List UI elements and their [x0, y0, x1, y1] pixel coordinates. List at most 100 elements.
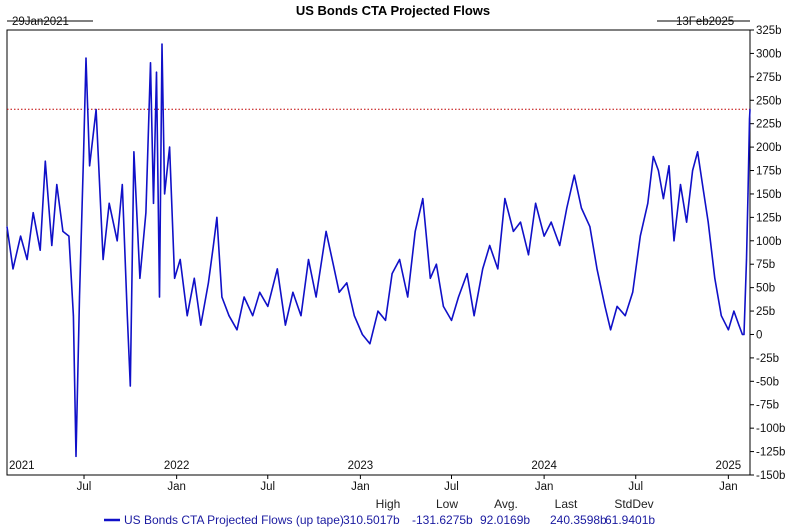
y-tick-label: -125b	[756, 447, 785, 459]
data-point	[212, 244, 214, 247]
data-point	[276, 268, 278, 270]
data-point	[559, 244, 561, 247]
data-point	[733, 310, 735, 312]
data-point	[207, 282, 209, 284]
stat-header-stddev: StdDev	[614, 497, 653, 511]
stat-low: -131.6275b	[412, 513, 473, 527]
data-point	[82, 155, 85, 158]
y-tick-label: -25b	[756, 353, 779, 365]
data-point	[738, 324, 740, 326]
data-point	[89, 165, 91, 167]
x-tick-label: Jan	[535, 481, 554, 493]
data-point	[391, 273, 393, 275]
data-point	[652, 155, 654, 158]
data-point	[62, 230, 64, 232]
year-label: 2023	[348, 460, 374, 472]
data-point	[78, 296, 81, 298]
year-label: 2021	[9, 460, 35, 472]
data-point	[741, 333, 744, 336]
data-point	[632, 291, 634, 293]
data-point	[108, 202, 110, 204]
data-point	[504, 198, 506, 200]
x-tick-label: Jan	[719, 481, 738, 493]
start-date-label: 29Jan2021	[12, 16, 69, 28]
data-point	[75, 455, 77, 457]
data-point	[596, 268, 598, 270]
data-point	[56, 184, 58, 186]
data-point	[155, 71, 158, 73]
data-point	[407, 296, 409, 298]
data-point	[346, 282, 348, 284]
data-point	[26, 258, 28, 261]
y-tick-label: 200b	[756, 142, 782, 154]
data-point	[338, 291, 340, 293]
data-point	[315, 296, 317, 298]
x-axis: Jul Jan Jul Jan Jul Jan Jul Jan 2021 2022 2023 2024…	[9, 460, 741, 493]
data-point	[702, 188, 704, 190]
data-point	[714, 277, 716, 279]
y-tick-label: 150b	[756, 189, 782, 201]
stat-avg: 92.0169b	[480, 513, 530, 527]
y-tick-label: 25b	[756, 306, 775, 318]
data-point	[747, 193, 749, 195]
data-point	[200, 324, 202, 326]
x-tick-label: Jul	[628, 481, 643, 493]
data-point	[573, 174, 575, 176]
year-label: 2022	[164, 460, 190, 472]
data-point	[422, 198, 424, 200]
data-point	[85, 57, 87, 59]
data-point	[236, 329, 238, 331]
data-point	[353, 315, 355, 317]
data-point	[228, 315, 230, 317]
data-point	[133, 151, 135, 153]
stat-header-last: Last	[555, 497, 578, 511]
data-point	[139, 277, 141, 279]
year-label: 2024	[531, 460, 557, 472]
data-point	[149, 62, 152, 64]
data-point	[399, 258, 401, 261]
data-point	[707, 221, 709, 223]
data-point	[145, 212, 147, 214]
stat-header-high: High	[376, 497, 401, 511]
data-point	[679, 184, 682, 186]
y-tick-label: 125b	[756, 212, 782, 224]
x-tick-label: Jul	[444, 481, 459, 493]
data-point	[44, 160, 46, 162]
data-point	[95, 109, 97, 111]
y-tick-label: -150b	[756, 470, 785, 482]
data-point	[307, 258, 310, 261]
series-layer	[6, 43, 751, 458]
end-date-label: 13Feb2025	[676, 16, 734, 28]
data-point	[657, 169, 660, 172]
stat-high: 310.5017b	[343, 513, 400, 527]
data-point	[442, 305, 444, 307]
stat-header-avg: Avg.	[494, 497, 518, 511]
y-tick-label: 50b	[756, 283, 775, 295]
data-point	[259, 291, 261, 293]
data-point	[292, 291, 294, 293]
data-point	[727, 329, 730, 331]
data-point	[489, 244, 491, 247]
data-point	[126, 315, 128, 317]
data-point	[121, 184, 123, 186]
y-tick-label: 250b	[756, 95, 782, 107]
data-point	[686, 221, 688, 223]
data-point	[550, 221, 552, 223]
year-label: 2025	[716, 460, 742, 472]
data-point	[252, 315, 254, 317]
y-tick-label: 100b	[756, 236, 782, 248]
data-point	[284, 324, 286, 326]
y-tick-label: 75b	[756, 259, 775, 271]
data-point	[745, 258, 748, 261]
y-tick-label: 0	[756, 329, 762, 341]
data-point	[457, 296, 460, 298]
data-point	[158, 296, 161, 298]
y-tick-label: -50b	[756, 376, 779, 388]
data-point	[361, 333, 363, 336]
data-point	[466, 273, 468, 275]
data-point	[12, 268, 14, 270]
y-tick-label: 275b	[756, 72, 782, 84]
x-tick-label: Jul	[77, 481, 92, 493]
data-point	[662, 198, 665, 200]
